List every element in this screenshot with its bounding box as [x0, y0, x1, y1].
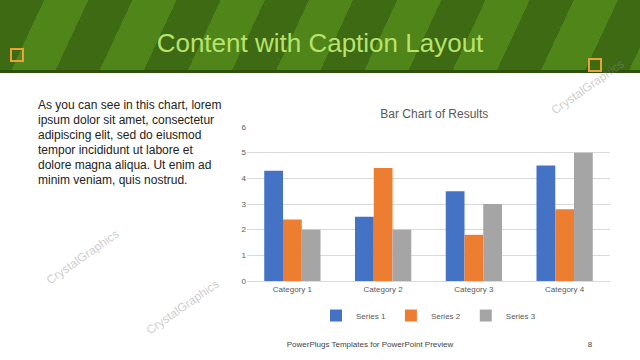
html-text:PowerPlugs Templates for Power: PowerPlugs Templates for PowerPoint Prev… — [286, 340, 454, 349]
svg-text:1: 1 — [242, 251, 247, 260]
html-text:CrystalGraphics: CrystalGraphics — [548, 56, 627, 118]
svg-text:3: 3 — [242, 200, 247, 209]
svg-text:Category 1: Category 1 — [273, 285, 313, 294]
html-text:Content with Caption Layout: Content with Caption Layout — [156, 28, 484, 58]
svg-text:Series 1: Series 1 — [356, 312, 386, 321]
svg-text:Bar Chart of Results: Bar Chart of Results — [380, 107, 488, 121]
svg-text:6: 6 — [242, 123, 247, 132]
svg-text:Series 3: Series 3 — [506, 312, 536, 321]
svg-text:Series 2: Series 2 — [431, 312, 461, 321]
svg-text:Category 2: Category 2 — [364, 285, 404, 294]
svg-text:Category 4: Category 4 — [545, 285, 585, 294]
svg-text:2: 2 — [242, 225, 247, 234]
svg-text:5: 5 — [242, 148, 247, 157]
html-text:CrystalGraphics: CrystalGraphics — [43, 226, 122, 288]
svg-text:4: 4 — [242, 174, 247, 183]
html-text:8: 8 — [587, 340, 593, 349]
html-text:As you can see in this chart,: As you can see in this chart, lorem ipsu… — [38, 98, 222, 187]
html-text:CrystalGraphics: CrystalGraphics — [143, 276, 222, 338]
svg-text:0: 0 — [242, 277, 247, 286]
svg-text:Category 3: Category 3 — [454, 285, 494, 294]
